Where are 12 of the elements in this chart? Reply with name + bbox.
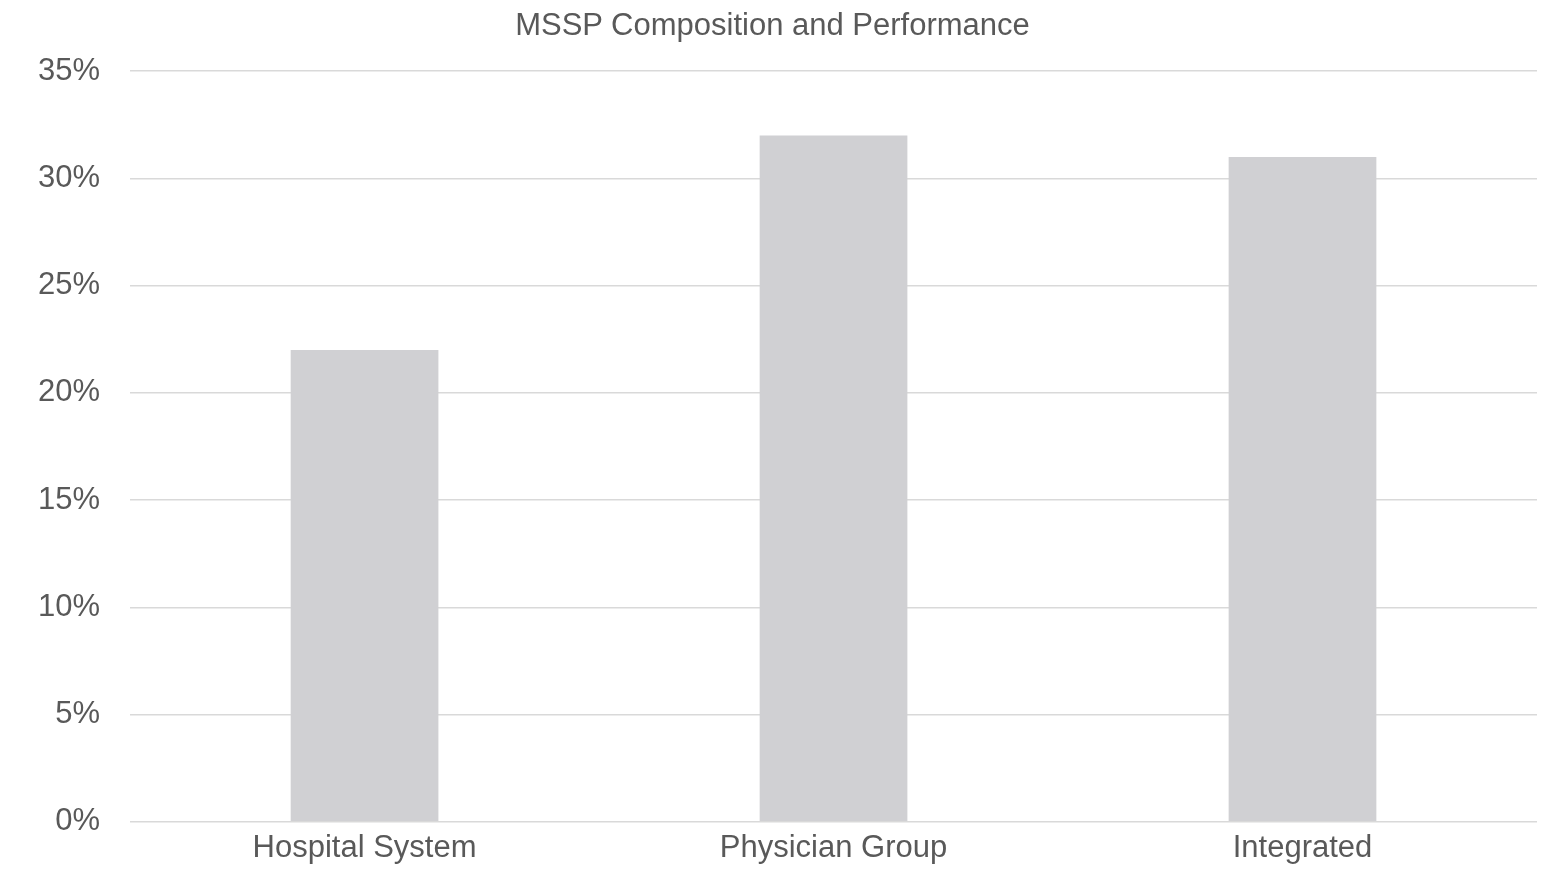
chart-title: MSSP Composition and Performance xyxy=(515,7,1030,43)
y-tick-label: 35% xyxy=(38,51,101,87)
y-tick-label: 25% xyxy=(38,266,101,302)
x-tick-label: Integrated xyxy=(1232,828,1373,864)
y-tick-label: 15% xyxy=(38,480,101,516)
x-tick-label: Physician Group xyxy=(719,828,948,864)
y-tick-label: 30% xyxy=(38,158,101,194)
y-tick-label: 0% xyxy=(55,802,101,838)
y-tick-label: 5% xyxy=(55,695,101,731)
y-tick-label: 20% xyxy=(38,373,101,409)
x-tick-label: Hospital System xyxy=(252,828,477,864)
y-tick-label: 10% xyxy=(38,587,101,623)
